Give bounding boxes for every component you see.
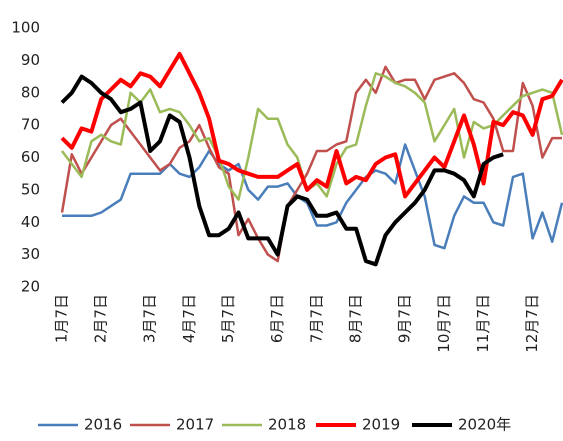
legend-label: 2019 [362,416,400,434]
legend-label: 2020年 [458,416,511,434]
y-tick-label: 70 [21,116,40,134]
y-tick-label: 50 [21,180,40,198]
x-tick-label: 6月7日 [268,294,286,343]
x-tick-label: 9月7日 [396,294,414,343]
y-tick-label: 100 [11,19,40,37]
y-tick-label: 40 [21,213,40,231]
x-tick-label: 8月7日 [347,294,365,343]
series-line [62,143,563,250]
x-tick-label: 2月7日 [92,294,110,343]
y-tick-label: 60 [21,148,40,166]
x-tick-label: 3月7日 [141,294,159,343]
x-tick-label: 5月7日 [219,294,237,343]
legend-label: 2017 [176,416,214,434]
series-line [60,74,504,267]
y-tick-label: 30 [21,245,40,263]
x-tick-label: 4月7日 [180,294,198,343]
y-tick-label: 20 [21,278,40,296]
x-tick-label: 1月7日 [53,294,71,343]
x-tick-label: 11月7日 [474,294,492,353]
x-tick-label: 7月7日 [307,294,325,343]
legend-label: 2016 [84,416,122,434]
series-line [61,72,563,201]
y-tick-label: 80 [21,83,40,101]
series-line [60,65,562,263]
x-tick-label: 10月7日 [435,294,453,353]
x-tick-label: 12月7日 [523,294,541,353]
series-line [60,51,563,199]
legend-label: 2018 [268,416,306,434]
y-tick-label: 90 [21,51,40,69]
